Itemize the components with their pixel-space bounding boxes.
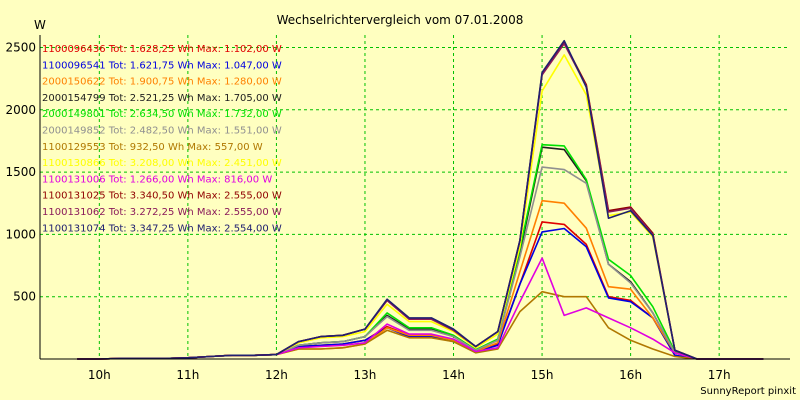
legend-entry: 1100131074 Tot: 3.347,25 Wh Max: 2.554,0…	[42, 223, 282, 234]
legend-entry: 1100131006 Tot: 1.266,00 Wh Max: 816,00 …	[42, 174, 272, 185]
legend-max: Max: 2.555,00 W	[194, 191, 282, 202]
legend-max: Max: 557,00 W	[184, 142, 263, 153]
legend-name: 2000149852	[42, 126, 106, 137]
legend-max: Max: 2.554,00 W	[194, 223, 282, 234]
legend-entry: 2000150622 Tot: 1.900,75 Wh Max: 1.280,0…	[42, 77, 282, 88]
legend-name: 1100131025	[42, 191, 106, 202]
legend-entry: 2000154799 Tot: 2.521,25 Wh Max: 1.705,0…	[42, 93, 282, 104]
legend-name: 1100129553	[42, 142, 106, 153]
legend-max: Max: 816,00 W	[194, 174, 273, 185]
legend-entry: 1100130866 Tot: 3.208,00 Wh Max: 2.451,0…	[42, 158, 282, 169]
legend-max: Max: 1.551,00 W	[194, 126, 282, 137]
legend-entry: 2000149852 Tot: 2.482,50 Wh Max: 1.551,0…	[42, 126, 282, 137]
x-tick-label: 17h	[708, 368, 731, 382]
legend-max: Max: 2.555,00 W	[194, 207, 282, 218]
legend-name: 2000150622	[42, 77, 106, 88]
legend-tot: Tot: 3.347,25 Wh	[106, 223, 194, 234]
legend-name: 1100130866	[42, 158, 106, 169]
footer-credit: SunnyReport pinxit	[700, 386, 796, 397]
legend-name: 2000154799	[42, 93, 106, 104]
legend-entry: 1100131025 Tot: 3.340,50 Wh Max: 2.555,0…	[42, 191, 282, 202]
y-tick-label: 2000	[5, 103, 36, 117]
legend-tot: Tot: 1.628,25 Wh	[106, 44, 194, 55]
legend-tot: Tot: 3.272,25 Wh	[106, 207, 194, 218]
legend-tot: Tot: 1.900,75 Wh	[106, 77, 194, 88]
legend-tot: Tot: 932,50 Wh	[106, 142, 185, 153]
legend-tot: Tot: 1.621,75 Wh	[106, 60, 194, 71]
x-axis-ticks: 10h 11h 12h 13h 14h 15h 16h 17h	[88, 368, 731, 382]
legend-max: Max: 1.102,00 W	[194, 44, 282, 55]
y-tick-label: 1000	[5, 227, 36, 241]
legend-entry: 1100096436 Tot: 1.628,25 Wh Max: 1.102,0…	[42, 44, 282, 55]
legend-max: Max: 1.047,00 W	[194, 60, 282, 71]
legend-max: Max: 1.280,00 W	[194, 77, 282, 88]
legend: 1100096436 Tot: 1.628,25 Wh Max: 1.102,0…	[42, 44, 282, 234]
legend-name: 1100096541	[42, 60, 106, 71]
x-tick-label: 14h	[442, 368, 465, 382]
y-tick-label: 2500	[5, 40, 36, 54]
x-tick-label: 12h	[265, 368, 288, 382]
legend-tot: Tot: 3.340,50 Wh	[106, 191, 194, 202]
y-axis-ticks: 500 1000 1500 2000 2500	[5, 40, 36, 303]
y-tick-label: 500	[13, 290, 36, 304]
series-lines	[77, 39, 764, 360]
legend-name: 1100131062	[42, 207, 106, 218]
legend-entry: 1100131062 Tot: 3.272,25 Wh Max: 2.555,0…	[42, 207, 282, 218]
legend-max: Max: 1.732,00 W	[194, 109, 282, 120]
x-tick-label: 16h	[619, 368, 642, 382]
legend-tot: Tot: 2.482,50 Wh	[106, 126, 194, 137]
y-axis-label: W	[34, 18, 46, 32]
legend-max: Max: 2.451,00 W	[194, 158, 282, 169]
legend-name: 1100096436	[42, 44, 106, 55]
x-tick-label: 11h	[176, 368, 199, 382]
legend-entry: 1100096541 Tot: 1.621,75 Wh Max: 1.047,0…	[42, 60, 282, 71]
legend-tot: Tot: 2.634,50 Wh	[106, 109, 194, 120]
grid-lines	[40, 35, 790, 359]
chart-title: Wechselrichtervergleich vom 07.01.2008	[277, 13, 524, 27]
legend-tot: Tot: 1.266,00 Wh	[106, 174, 194, 185]
x-tick-label: 15h	[531, 368, 554, 382]
legend-entry: 1100129553 Tot: 932,50 Wh Max: 557,00 W	[42, 142, 263, 153]
x-tick-label: 10h	[88, 368, 111, 382]
legend-name: 1100131074	[42, 223, 106, 234]
legend-tot: Tot: 2.521,25 Wh	[106, 93, 194, 104]
legend-name: 2000149801	[42, 109, 106, 120]
legend-max: Max: 1.705,00 W	[194, 93, 282, 104]
legend-entry: 2000149801 Tot: 2.634,50 Wh Max: 1.732,0…	[42, 109, 282, 120]
legend-tot: Tot: 3.208,00 Wh	[106, 158, 194, 169]
legend-name: 1100131006	[42, 174, 106, 185]
x-tick-label: 13h	[354, 368, 377, 382]
y-tick-label: 1500	[5, 165, 36, 179]
series-line-1100131074	[77, 39, 764, 360]
